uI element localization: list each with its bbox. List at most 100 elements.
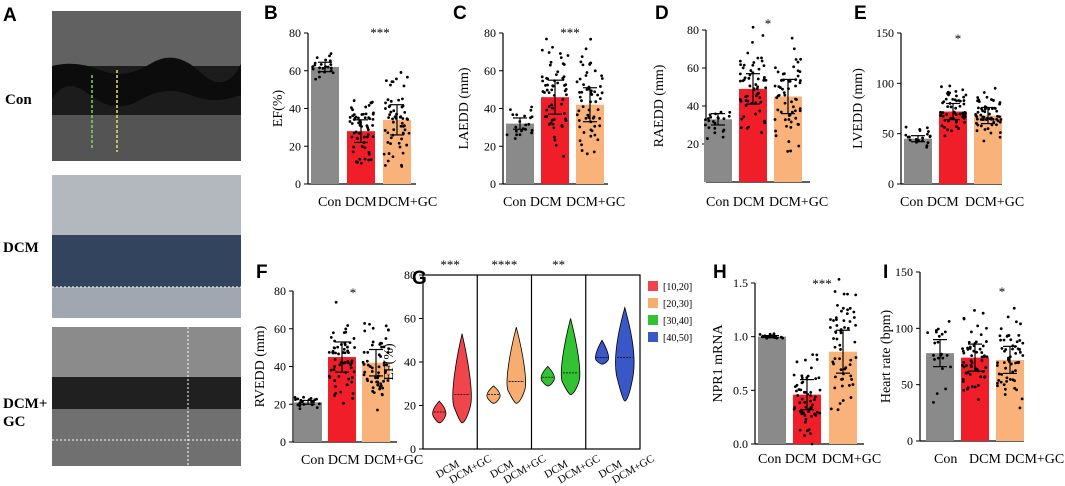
data-point	[371, 117, 375, 121]
data-point	[580, 143, 583, 147]
data-point	[989, 131, 993, 135]
data-point	[386, 140, 390, 144]
data-point	[914, 138, 918, 141]
legend-label: [40,50]	[663, 333, 692, 344]
data-point	[363, 329, 367, 333]
data-point	[954, 125, 958, 128]
data-point	[961, 88, 965, 92]
y-tick-label: 80	[274, 284, 286, 298]
data-point	[837, 277, 841, 281]
data-point	[384, 369, 387, 373]
data-point	[353, 346, 356, 349]
data-point	[940, 85, 943, 89]
data-point	[814, 377, 818, 381]
data-point	[985, 355, 989, 359]
data-point	[578, 139, 582, 143]
data-point	[790, 100, 793, 104]
data-point	[970, 330, 973, 334]
data-point	[329, 63, 333, 66]
legend-swatch	[648, 298, 658, 308]
data-point	[578, 95, 582, 99]
data-point	[315, 406, 319, 410]
data-point	[764, 86, 768, 90]
data-point	[386, 379, 390, 382]
data-point	[578, 77, 582, 81]
data-point	[596, 108, 600, 111]
data-point	[954, 89, 958, 93]
data-point	[561, 98, 565, 101]
data-point	[798, 107, 802, 111]
data-point	[934, 329, 938, 332]
data-point	[958, 104, 962, 108]
data-point	[997, 379, 1001, 382]
data-point	[1012, 306, 1016, 310]
echo-image-con	[52, 11, 241, 161]
data-point	[377, 365, 381, 369]
data-point	[1011, 378, 1015, 382]
data-point	[511, 113, 515, 117]
data-point	[982, 91, 986, 94]
panel-letter-f: F	[256, 262, 268, 283]
data-point	[838, 357, 841, 361]
data-point	[585, 71, 589, 74]
data-point	[1021, 354, 1025, 357]
data-point	[600, 74, 604, 78]
data-point	[1004, 348, 1008, 351]
data-point	[389, 110, 393, 114]
data-point	[362, 373, 366, 377]
data-point	[943, 134, 947, 138]
data-point	[839, 331, 843, 335]
data-point	[318, 75, 321, 79]
data-point	[975, 115, 979, 119]
data-point	[852, 310, 856, 314]
data-point	[333, 379, 337, 383]
data-point	[598, 116, 602, 120]
data-point	[755, 87, 759, 91]
data-point	[800, 381, 804, 385]
data-point	[363, 370, 367, 374]
data-point	[376, 383, 380, 387]
data-point	[968, 347, 972, 350]
echo-image-dcm-gc	[52, 327, 241, 466]
data-point	[925, 126, 929, 130]
data-point	[381, 386, 385, 390]
data-point	[384, 107, 387, 110]
data-point	[793, 385, 797, 389]
data-point	[970, 385, 974, 388]
data-point	[514, 129, 518, 133]
data-point	[554, 143, 558, 147]
data-point	[334, 385, 337, 388]
data-point	[598, 124, 602, 128]
data-point	[378, 385, 382, 389]
data-point	[318, 66, 321, 70]
data-point	[846, 326, 850, 330]
data-point	[835, 324, 839, 327]
y-axis-label: EF(%)	[271, 90, 286, 128]
data-point	[949, 105, 953, 109]
data-point	[389, 142, 392, 146]
data-point	[774, 134, 778, 138]
data-point	[552, 135, 556, 139]
data-point	[333, 358, 337, 361]
data-point	[998, 135, 1002, 139]
data-point	[540, 48, 544, 52]
data-point	[829, 318, 832, 321]
row-label-dcm: DCM	[3, 240, 39, 256]
data-point	[946, 128, 950, 132]
data-point	[713, 126, 717, 130]
data-point	[579, 60, 583, 64]
panel-letter-i: I	[883, 262, 888, 283]
data-point	[798, 409, 802, 413]
bar-con	[506, 123, 534, 184]
data-point	[774, 66, 777, 70]
data-point	[962, 388, 966, 392]
data-point	[363, 321, 367, 325]
data-point	[721, 135, 725, 139]
data-point	[1006, 315, 1010, 319]
data-point	[781, 72, 785, 76]
data-point	[798, 81, 802, 85]
y-tick-label: 60	[404, 312, 416, 326]
data-point	[311, 65, 315, 69]
y-tick-label: 80	[687, 23, 699, 37]
data-point	[793, 109, 797, 113]
